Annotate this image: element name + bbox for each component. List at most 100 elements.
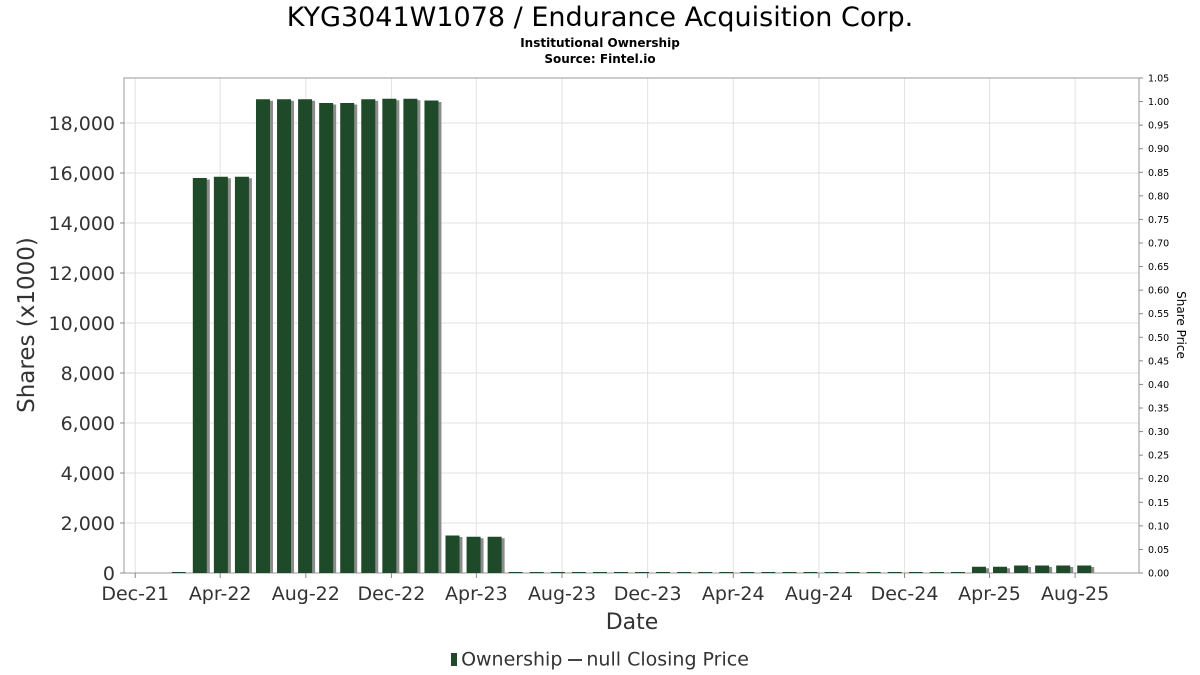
x-tick-label: Aug-23 bbox=[528, 583, 596, 605]
y2-tick-label: 0.40 bbox=[1148, 380, 1169, 391]
bar-body bbox=[613, 572, 628, 573]
y2-tick-label: 0.50 bbox=[1148, 333, 1169, 344]
y2-tick-label: 1.05 bbox=[1148, 74, 1169, 85]
bar-body bbox=[656, 572, 671, 573]
bar-body bbox=[677, 572, 692, 573]
bar bbox=[1077, 565, 1095, 573]
bar bbox=[319, 103, 337, 573]
y-tick-label: 14,000 bbox=[49, 213, 115, 235]
y2-tick-label: 0.10 bbox=[1148, 521, 1169, 532]
bar bbox=[1035, 565, 1053, 573]
bar-body bbox=[950, 572, 965, 573]
x-tick-label: Dec-21 bbox=[101, 583, 169, 605]
y-axis-right: 0.00 0.05 0.10 0.15 0.20 0.25 0.30 0.35 0.40 0.45… bbox=[1139, 74, 1169, 580]
y-tick-label: 18,000 bbox=[49, 113, 115, 135]
bar bbox=[635, 572, 650, 573]
chart-subtitle: Institutional Ownership bbox=[520, 36, 680, 50]
bar-body bbox=[529, 572, 544, 573]
bar-body bbox=[571, 572, 586, 573]
bar-body bbox=[929, 572, 944, 573]
bar bbox=[550, 572, 565, 573]
bar bbox=[1056, 565, 1074, 573]
y2-axis-label: Share Price bbox=[1174, 291, 1188, 359]
y2-tick-label: 0.85 bbox=[1148, 168, 1169, 179]
legend-swatch-price bbox=[568, 658, 583, 661]
x-tick-label: Dec-24 bbox=[871, 583, 939, 605]
bar bbox=[866, 572, 881, 573]
y2-tick-label: 0.20 bbox=[1148, 474, 1169, 485]
bar-body bbox=[171, 572, 186, 573]
bar-body bbox=[592, 572, 607, 573]
y-axis-left: 0 2,000 4,000 6,000 8,000 10,000 12,000 14,000 1… bbox=[49, 113, 124, 585]
x-tick-label: Apr-22 bbox=[189, 583, 252, 605]
bar-body bbox=[782, 572, 797, 573]
bar bbox=[213, 176, 231, 573]
bar bbox=[656, 572, 671, 573]
bar-body bbox=[1014, 565, 1029, 573]
bar bbox=[824, 572, 839, 573]
bar bbox=[677, 572, 692, 573]
bar-body bbox=[361, 99, 376, 573]
chart-source: Source: Fintel.io bbox=[544, 52, 656, 66]
y2-tick-label: 0.95 bbox=[1148, 121, 1169, 132]
bar bbox=[192, 178, 210, 573]
bar bbox=[234, 176, 252, 573]
x-tick-label: Apr-24 bbox=[702, 583, 765, 605]
bar bbox=[466, 536, 484, 573]
bar bbox=[971, 566, 989, 573]
y2-tick-label: 0.55 bbox=[1148, 309, 1169, 320]
y-tick-label: 4,000 bbox=[61, 463, 115, 485]
y-tick-label: 0 bbox=[103, 563, 115, 585]
y2-tick-label: 0.25 bbox=[1148, 451, 1169, 462]
bar bbox=[508, 572, 523, 573]
bar-body bbox=[635, 572, 650, 573]
grid-lines bbox=[124, 78, 1139, 574]
x-axis-label: Date bbox=[606, 610, 659, 635]
legend-label-price: null Closing Price bbox=[586, 648, 749, 671]
x-tick-label: Apr-23 bbox=[445, 583, 508, 605]
y2-tick-label: 0.60 bbox=[1148, 286, 1169, 297]
legend-swatch-ownership bbox=[451, 653, 458, 666]
y2-tick-label: 0.90 bbox=[1148, 144, 1169, 155]
bar bbox=[403, 98, 421, 573]
y-tick-label: 8,000 bbox=[61, 363, 115, 385]
y2-tick-label: 1.00 bbox=[1148, 97, 1169, 108]
bar bbox=[993, 566, 1011, 573]
bar-body bbox=[403, 98, 418, 573]
bar-body bbox=[1056, 565, 1071, 573]
x-axis: Dec-21 Apr-22 Aug-22 Dec-22 Apr-23 Aug-23 Dec-… bbox=[101, 573, 1109, 605]
y-tick-label: 12,000 bbox=[49, 263, 115, 285]
y-tick-label: 16,000 bbox=[49, 163, 115, 185]
bar-body bbox=[487, 536, 502, 573]
bar-body bbox=[908, 572, 923, 573]
bar bbox=[382, 98, 400, 573]
plot-area bbox=[123, 77, 1140, 574]
y-tick-label: 6,000 bbox=[61, 413, 115, 435]
bar bbox=[445, 535, 463, 573]
y-tick-label: 2,000 bbox=[61, 513, 115, 535]
bar-body bbox=[887, 572, 902, 573]
bar-body bbox=[340, 103, 355, 573]
chart-title: KYG3041W1078 / Endurance Acquisition Cor… bbox=[286, 2, 914, 33]
x-tick-label: Aug-24 bbox=[785, 583, 853, 605]
bar bbox=[255, 99, 273, 573]
bar-body bbox=[740, 572, 755, 573]
bar-body bbox=[445, 535, 460, 573]
legend-label-ownership: Ownership bbox=[461, 648, 563, 671]
y2-tick-label: 0.15 bbox=[1148, 498, 1169, 509]
y2-tick-label: 0.45 bbox=[1148, 356, 1169, 367]
y2-tick-label: 0.00 bbox=[1148, 569, 1169, 580]
y-tick-label: 10,000 bbox=[49, 313, 115, 335]
bar-body bbox=[234, 176, 249, 573]
y2-tick-label: 0.05 bbox=[1148, 545, 1169, 556]
bar-body bbox=[698, 572, 713, 573]
bar bbox=[908, 572, 923, 573]
bar bbox=[592, 572, 607, 573]
bar bbox=[929, 572, 944, 573]
bar bbox=[424, 100, 442, 573]
bar-body bbox=[277, 99, 292, 573]
bar bbox=[571, 572, 586, 573]
legend: Ownership null Closing Price bbox=[0, 648, 1200, 671]
bar-body bbox=[319, 103, 334, 573]
bar bbox=[171, 572, 186, 573]
